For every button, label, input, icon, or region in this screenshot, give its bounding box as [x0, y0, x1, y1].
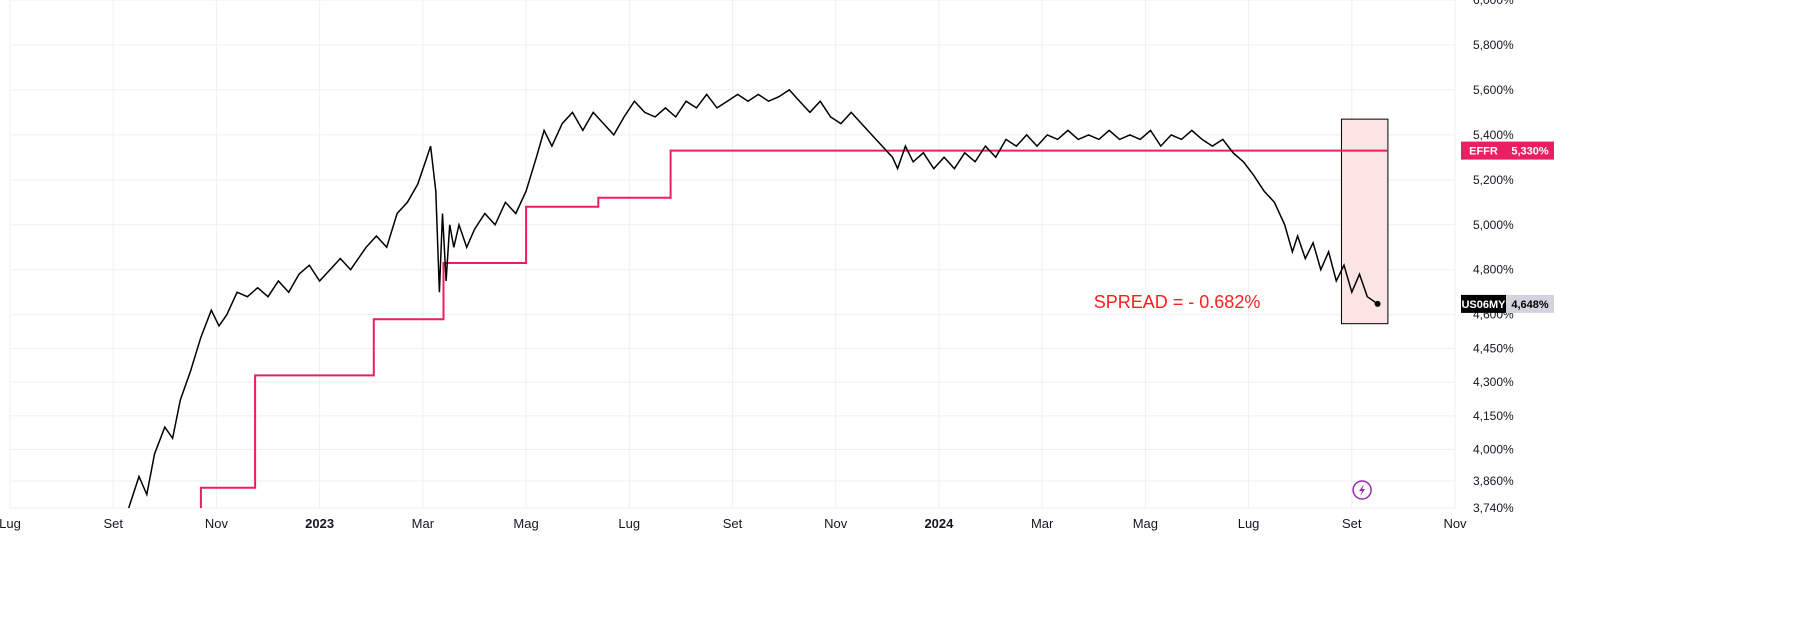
- y-axis-tick: 5,400%: [1473, 128, 1514, 142]
- x-axis-tick: Lug: [1238, 516, 1260, 531]
- y-axis-tick: 6,000%: [1473, 0, 1514, 7]
- x-axis-tick: Mag: [513, 516, 538, 531]
- last-point-marker: [1375, 301, 1381, 307]
- chart-svg[interactable]: 6,000% 5,800% 5,600% 5,400% 5,200% 5,000% 4,80…: [0, 0, 1815, 626]
- x-axis-tick: Set: [723, 516, 743, 531]
- y-axis-tick: 5,000%: [1473, 218, 1514, 232]
- series-effr: [201, 151, 1388, 508]
- x-axis-tick: Set: [1342, 516, 1362, 531]
- y-axis-tick: 5,600%: [1473, 83, 1514, 97]
- x-axis-tick: Nov: [824, 516, 848, 531]
- y-axis-tick: 3,740%: [1473, 501, 1514, 515]
- chart-container: 6,000% 5,800% 5,600% 5,400% 5,200% 5,000% 4,80…: [0, 0, 1815, 626]
- x-axis-tick: Mag: [1133, 516, 1158, 531]
- y-axis-tick: 4,450%: [1473, 341, 1514, 355]
- x-axis-tick: Mar: [412, 516, 435, 531]
- y-axis-tick: 5,200%: [1473, 173, 1514, 187]
- x-axis-tick: 2024: [924, 516, 954, 531]
- spread-annotation: SPREAD = - 0.682%: [1094, 292, 1261, 312]
- x-axis-tick: Nov: [205, 516, 229, 531]
- x-axis-tick: 2023: [305, 516, 334, 531]
- value-label-val-effr: 5,330%: [1511, 146, 1549, 158]
- x-axis-tick: Lug: [618, 516, 640, 531]
- y-axis-tick: 4,300%: [1473, 375, 1514, 389]
- value-label-val-us06my: 4,648%: [1511, 299, 1549, 311]
- y-axis-tick: 4,800%: [1473, 263, 1514, 277]
- y-axis-tick: 4,000%: [1473, 443, 1514, 457]
- y-axis-tick: 3,860%: [1473, 474, 1514, 488]
- x-axis-tick: Mar: [1031, 516, 1054, 531]
- lightning-icon-bolt: [1359, 484, 1365, 496]
- x-axis-tick: Set: [103, 516, 123, 531]
- x-axis-tick: Nov: [1443, 516, 1467, 531]
- value-label-name-effr: EFFR: [1469, 146, 1498, 158]
- x-axis-tick: Lug: [0, 516, 21, 531]
- y-axis-tick: 4,150%: [1473, 409, 1514, 423]
- y-axis-tick: 5,800%: [1473, 38, 1514, 52]
- value-label-name-us06my: US06MY: [1461, 299, 1506, 311]
